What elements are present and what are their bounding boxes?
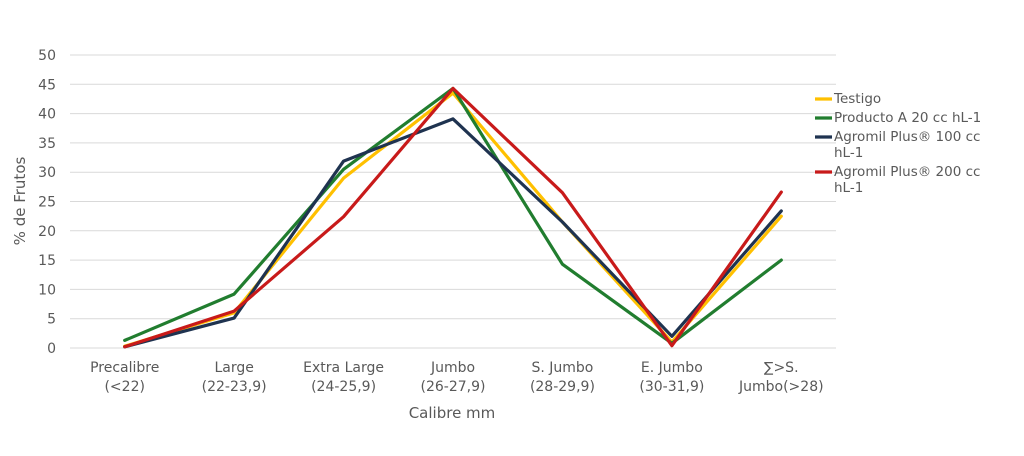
legend-label: Producto A 20 cc hL-1 xyxy=(834,110,981,126)
series-lines xyxy=(123,86,783,349)
y-axis-title: % de Frutos xyxy=(11,157,29,246)
legend-item-producto-a-20-cc-hl-1: Producto A 20 cc hL-1 xyxy=(815,110,981,126)
x-tick-label: Large (22-23,9) xyxy=(202,360,267,395)
x-tick-label: Jumbo (26-27,9) xyxy=(421,360,486,395)
y-tick-label: 10 xyxy=(38,282,56,298)
series-line-agromil-plus-200-cc-hl-1 xyxy=(123,86,783,349)
legend-label-line: Producto A 20 cc hL-1 xyxy=(834,110,981,126)
x-axis-ticks: Precalibre (<22) Large (22-23,9) Extra Large… xyxy=(90,360,823,395)
x-tick-label-line: Precalibre xyxy=(90,360,159,376)
legend-label: Agromil Plus® 200 cc hL-1 xyxy=(834,164,980,196)
legend-label-line: Agromil Plus® 100 cc xyxy=(834,129,980,145)
legend-item-agromil-plus-200-cc-hl-1: Agromil Plus® 200 cc hL-1 xyxy=(815,164,980,196)
series-line-producto-a-20-cc-hl-1 xyxy=(123,86,783,345)
x-tick-label-line: (30-31,9) xyxy=(639,379,704,395)
x-tick-label-line: (<22) xyxy=(104,379,144,395)
x-tick-label-line: Large xyxy=(214,360,253,376)
x-tick-label: E. Jumbo (30-31,9) xyxy=(639,360,704,395)
x-axis-title: Calibre mm xyxy=(409,404,496,422)
y-tick-label: 30 xyxy=(38,165,56,181)
legend-label-line: hL-1 xyxy=(834,180,863,196)
x-tick-label: ∑>S. Jumbo(>28) xyxy=(738,360,824,395)
x-tick-label-line: S. Jumbo xyxy=(531,360,593,376)
series-line-testigo xyxy=(123,91,783,348)
x-tick-label-line: Jumbo(>28) xyxy=(738,379,824,395)
x-tick-label-line: (24-25,9) xyxy=(311,379,376,395)
legend-label-line: hL-1 xyxy=(834,145,863,161)
x-tick-label-line: Jumbo xyxy=(430,360,475,376)
x-tick-label-line: E. Jumbo xyxy=(641,360,703,376)
legend-item-testigo: Testigo xyxy=(815,91,881,107)
x-tick-label-line: (28-29,9) xyxy=(530,379,595,395)
y-tick-label: 15 xyxy=(38,253,56,269)
legend-label: Agromil Plus® 100 cc hL-1 xyxy=(834,129,980,161)
y-tick-label: 45 xyxy=(38,77,56,93)
y-tick-label: 40 xyxy=(38,107,56,123)
y-axis-ticks: 0 5 10 15 20 25 30 35 40 45 50 xyxy=(38,48,56,357)
y-tick-label: 0 xyxy=(47,341,56,357)
x-tick-label-line: (22-23,9) xyxy=(202,379,267,395)
x-tick-label: Extra Large (24-25,9) xyxy=(303,360,384,395)
x-tick-label-line: ∑>S. xyxy=(764,360,799,376)
x-tick-label-line: Extra Large xyxy=(303,360,384,376)
legend-label: Testigo xyxy=(833,91,881,107)
y-tick-label: 35 xyxy=(38,136,56,152)
legend-label-line: Testigo xyxy=(833,91,881,107)
legend: Testigo Producto A 20 cc hL-1 Agromil Plus… xyxy=(815,91,981,196)
x-tick-label: S. Jumbo (28-29,9) xyxy=(530,360,595,395)
y-tick-label: 5 xyxy=(47,312,56,328)
x-tick-label-line: (26-27,9) xyxy=(421,379,486,395)
legend-item-agromil-plus-100-cc-hl-1: Agromil Plus® 100 cc hL-1 xyxy=(815,129,980,161)
series-line-agromil-plus-100-cc-hl-1 xyxy=(123,117,783,349)
y-tick-label: 25 xyxy=(38,195,56,211)
legend-label-line: Agromil Plus® 200 cc xyxy=(834,164,980,180)
y-tick-label: 20 xyxy=(38,224,56,240)
grid-lines xyxy=(70,54,836,349)
x-tick-label: Precalibre (<22) xyxy=(90,360,159,395)
y-tick-label: 50 xyxy=(38,48,56,64)
